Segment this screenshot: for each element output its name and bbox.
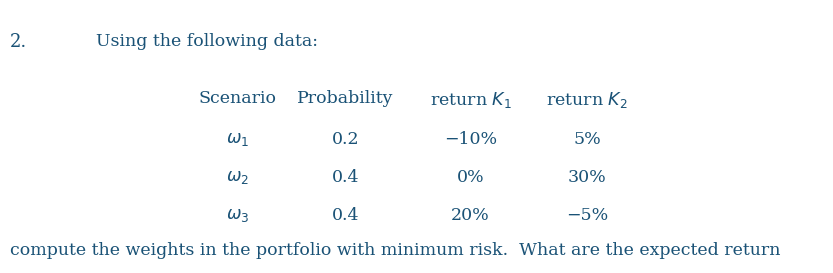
Text: return $K_2$: return $K_2$ <box>546 90 628 110</box>
Text: 0.4: 0.4 <box>332 207 360 224</box>
Text: $\omega_1$: $\omega_1$ <box>226 131 249 148</box>
Text: 0.4: 0.4 <box>332 169 360 186</box>
Text: $\omega_3$: $\omega_3$ <box>226 207 249 224</box>
Text: compute the weights in the portfolio with minimum risk.  What are the expected r: compute the weights in the portfolio wit… <box>10 242 781 259</box>
Text: 0.2: 0.2 <box>332 131 360 148</box>
Text: 2.: 2. <box>10 33 27 51</box>
Text: Using the following data:: Using the following data: <box>96 33 318 50</box>
Text: −10%: −10% <box>444 131 497 148</box>
Text: 0%: 0% <box>456 169 485 186</box>
Text: Scenario: Scenario <box>198 90 277 107</box>
Text: 30%: 30% <box>568 169 606 186</box>
Text: Probability: Probability <box>297 90 394 107</box>
Text: −5%: −5% <box>566 207 608 224</box>
Text: 20%: 20% <box>451 207 490 224</box>
Text: $\omega_2$: $\omega_2$ <box>226 169 249 186</box>
Text: 5%: 5% <box>573 131 601 148</box>
Text: return $K_1$: return $K_1$ <box>430 90 511 110</box>
